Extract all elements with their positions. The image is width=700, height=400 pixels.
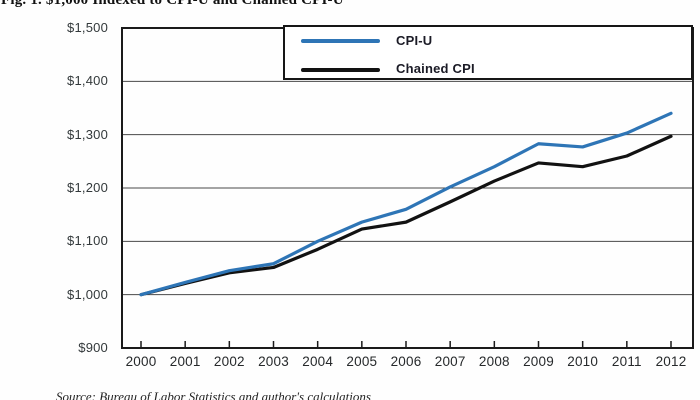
legend-line-sample-chained-cpi	[301, 68, 380, 72]
source-note: Source: Bureau of Labor Statistics and a…	[56, 389, 371, 400]
y-tick-label: $900	[78, 340, 108, 355]
x-tick-label: 2001	[169, 354, 201, 369]
x-tick-label: 2009	[523, 354, 554, 369]
x-tick-label: 2012	[655, 354, 687, 369]
series-line-cpi-u	[139, 111, 673, 297]
series-line-chained-cpi	[139, 134, 673, 297]
x-tick-label: 2000	[125, 354, 157, 369]
x-tick-label: 2002	[213, 354, 245, 369]
x-tick-label: 2006	[390, 354, 422, 369]
legend-label-cpi-u: CPI-U	[396, 33, 433, 48]
y-tick-label: $1,100	[67, 233, 108, 249]
y-tick-label: $1,400	[67, 73, 108, 89]
y-tick-label: $1,200	[67, 180, 108, 195]
y-tick-label: $1,300	[67, 126, 108, 142]
x-tick-label: 2011	[611, 354, 642, 369]
legend-label-chained-cpi: Chained CPI	[396, 61, 475, 76]
x-tick-label: 2008	[478, 354, 510, 369]
x-tick-label: 2004	[302, 354, 334, 369]
y-tick-label: $1,000	[67, 286, 108, 302]
x-tick-label: 2003	[258, 354, 289, 369]
figure-title: Fig. 1. $1,000 Indexed to CPI-U and Chai…	[1, 0, 344, 8]
x-tick-label: 2005	[346, 354, 378, 369]
x-tick-label: 2010	[567, 354, 599, 369]
chart-legend: CPI-U Chained CPI	[283, 25, 693, 80]
y-tick-label: $1,500	[67, 20, 108, 35]
legend-line-sample-cpi-u	[301, 39, 380, 43]
x-tick-label: 2007	[434, 354, 466, 369]
